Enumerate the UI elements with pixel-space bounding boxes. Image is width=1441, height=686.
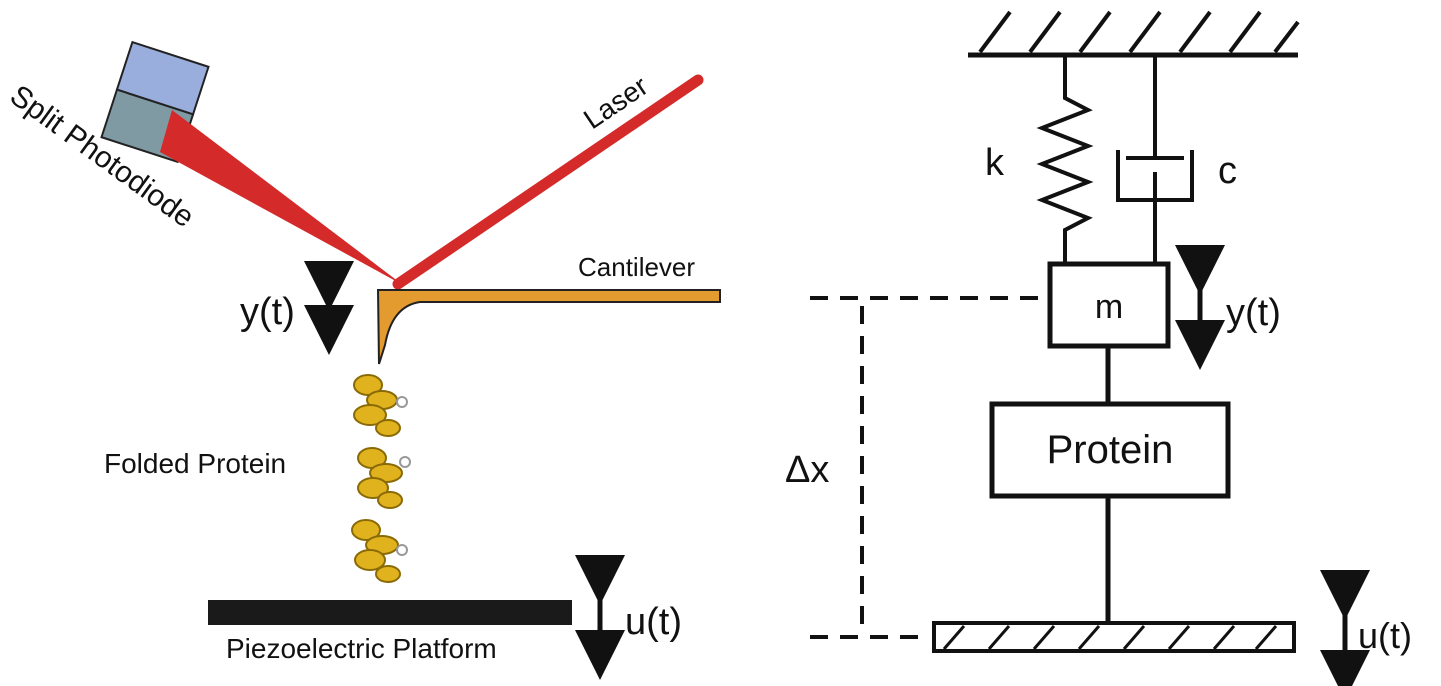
damper: [1116, 55, 1194, 264]
piezoelectric-platform: [208, 600, 572, 625]
platform-label: Piezoelectric Platform: [226, 633, 497, 664]
deflection-label: y(t): [240, 291, 295, 333]
extension-label: Δx: [785, 449, 829, 491]
spring-constant-label: k: [985, 142, 1005, 184]
actuation-label: u(t): [625, 601, 682, 643]
laser-label: Laser: [578, 70, 653, 135]
protein-domain-2: [357, 447, 411, 509]
protein-box: [989, 401, 1231, 499]
support-hatching: [978, 10, 1300, 54]
protein-domain-1: [353, 374, 408, 437]
cantilever: [376, 289, 721, 365]
folded-protein: [351, 374, 411, 583]
spring: [1036, 55, 1094, 264]
mass-label: m: [1095, 288, 1123, 326]
damping-label: c: [1218, 150, 1237, 192]
cantilever-label: Cantilever: [578, 252, 695, 282]
protein-box-label: Protein: [1047, 428, 1174, 472]
afm-setup: Split Photodiode Laser Cantilever y(t) F…: [4, 40, 721, 680]
base-motion-label: u(t): [1358, 615, 1412, 656]
mechanical-model: [810, 10, 1370, 686]
reflected-laser-beam: [160, 110, 403, 285]
protein-label: Folded Protein: [104, 448, 286, 479]
mass-motion-label: y(t): [1226, 292, 1281, 334]
mass-block: [1047, 261, 1171, 349]
extension-bracket: [810, 296, 1040, 639]
base-hatching: [942, 625, 1278, 650]
incident-laser-beam: [392, 74, 704, 290]
protein-domain-3: [351, 519, 408, 583]
moving-base: [932, 621, 1296, 653]
mechanical-model-labels: k c m y(t) Protein Δx u(t): [785, 142, 1412, 656]
